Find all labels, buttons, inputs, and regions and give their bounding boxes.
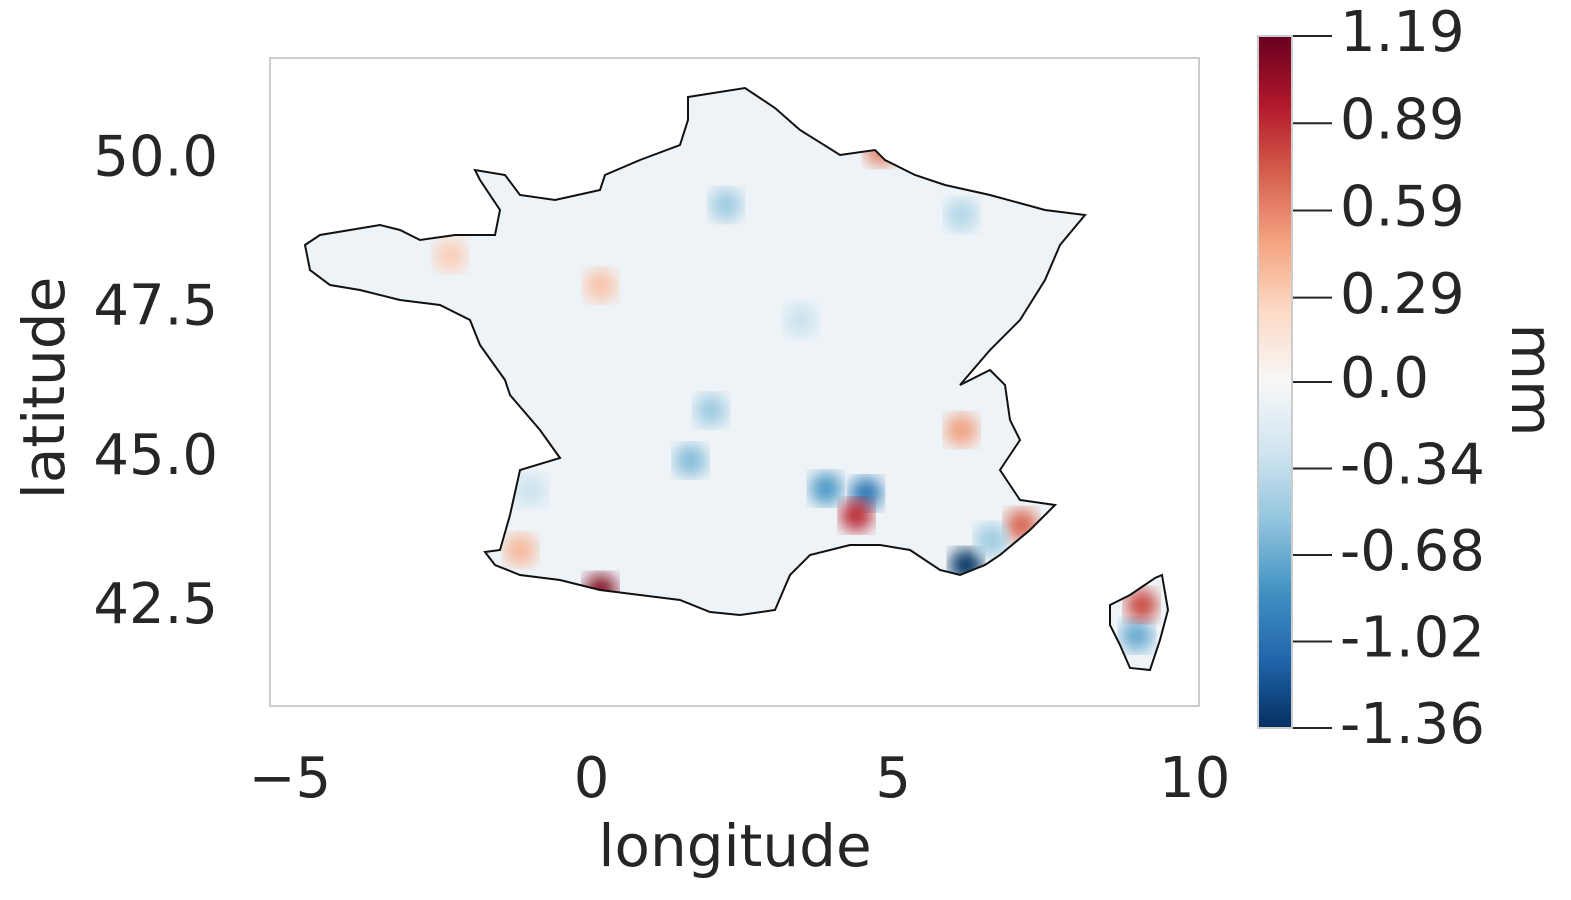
anomaly-cell [1125,589,1158,622]
colorbar-tick-label: -1.36 [1340,692,1485,757]
x-tick-label: 0 [574,746,610,811]
x-tick-label: 10 [1159,746,1230,811]
x-tick-label: 5 [875,746,911,811]
anomaly-cell [514,474,547,507]
colorbar-tick-label: -0.34 [1340,433,1485,498]
anomaly-cell [810,472,843,505]
colorbar-tick-label: 0.29 [1340,262,1465,327]
x-axis-label: longitude [598,812,871,880]
anomaly-cell [674,444,707,477]
anomaly-cell [975,523,1008,556]
y-tick-label: 42.5 [93,572,218,637]
anomaly-cell [945,414,978,447]
y-axis-label: latitude [10,277,78,500]
anomaly-cell [945,199,978,232]
y-tick-label: 45.0 [93,423,218,488]
y-tick-label: 47.5 [93,274,218,339]
anomaly-cell [840,499,873,532]
y-tick-label: 50.0 [93,124,218,189]
colorbar-tick-label: 1.19 [1340,0,1465,65]
anomaly-cell [584,269,617,302]
colorbar-tick-label: 0.0 [1340,346,1429,411]
colorbar-tick-label: 0.59 [1340,175,1465,240]
x-tick-label: −5 [249,746,332,811]
colorbar-tick-label: -0.68 [1340,519,1485,584]
axes: −5 0 5 10 42.5 45.0 47.5 50.0 -1.36 -1.02 -0.68 -0.… [93,0,1485,811]
colorbar-tick-label: -1.02 [1340,606,1485,671]
anomaly-cell [694,394,727,427]
anomaly-cell [504,534,537,567]
anomaly-cell [784,304,817,337]
anomaly-cell [1120,619,1153,652]
colorbar-label: mm [1498,324,1566,437]
field [434,133,1158,652]
anomaly-cell [710,188,743,221]
colorbar-tick-label: 0.89 [1340,87,1465,152]
colorbar [1257,35,1293,729]
anomaly-cell [434,239,467,272]
